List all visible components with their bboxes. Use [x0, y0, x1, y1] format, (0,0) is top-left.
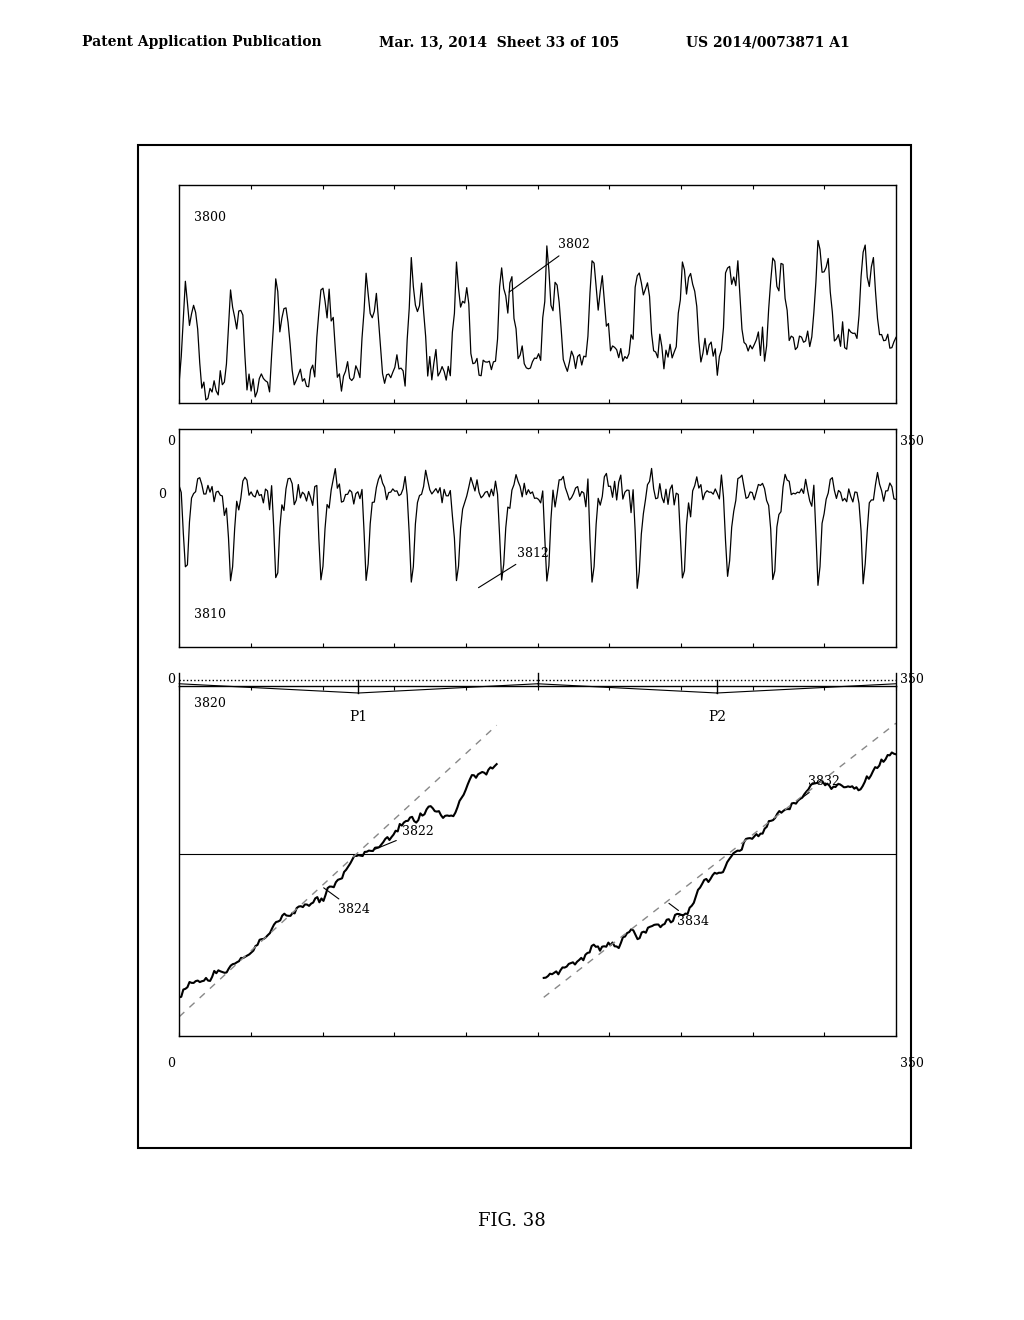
Text: 0: 0 — [168, 1057, 176, 1071]
Text: 350: 350 — [899, 436, 924, 449]
Text: Patent Application Publication: Patent Application Publication — [82, 36, 322, 49]
Text: 3820: 3820 — [194, 697, 225, 710]
Text: 0: 0 — [168, 673, 176, 686]
Text: P2: P2 — [708, 710, 726, 725]
Text: 350: 350 — [899, 1057, 924, 1071]
Text: 3822: 3822 — [374, 825, 433, 850]
Text: Mar. 13, 2014  Sheet 33 of 105: Mar. 13, 2014 Sheet 33 of 105 — [379, 36, 618, 49]
Text: 0: 0 — [168, 436, 176, 449]
Text: 3832: 3832 — [801, 775, 840, 799]
Text: 3800: 3800 — [194, 211, 225, 224]
Text: 3802: 3802 — [509, 239, 590, 292]
Text: 3812: 3812 — [478, 546, 549, 587]
Text: FIG. 38: FIG. 38 — [478, 1212, 546, 1230]
Text: P1: P1 — [349, 710, 368, 725]
Text: 3834: 3834 — [669, 903, 709, 928]
Text: 0: 0 — [159, 488, 166, 500]
Text: US 2014/0073871 A1: US 2014/0073871 A1 — [686, 36, 850, 49]
Text: 3810: 3810 — [194, 607, 225, 620]
Text: 350: 350 — [899, 673, 924, 686]
Text: 3824: 3824 — [324, 888, 370, 916]
